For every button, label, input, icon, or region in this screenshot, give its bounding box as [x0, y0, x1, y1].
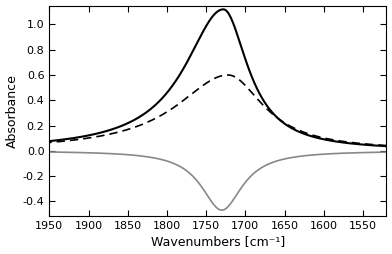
X-axis label: Wavenumbers [cm⁻¹]: Wavenumbers [cm⁻¹]	[151, 235, 285, 248]
Y-axis label: Absorbance: Absorbance	[5, 74, 18, 148]
